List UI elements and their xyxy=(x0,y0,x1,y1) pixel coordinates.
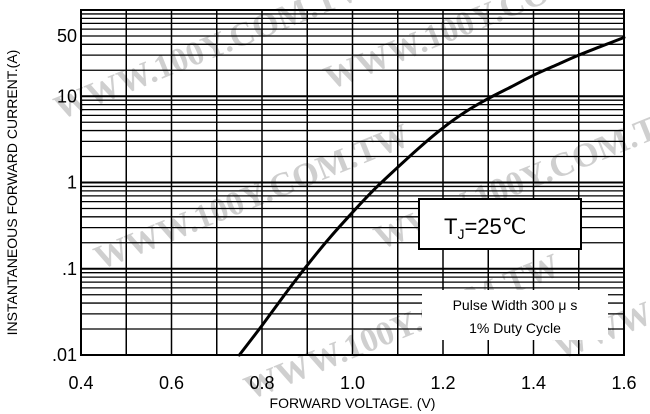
pulse-annotation: Pulse Width 300 μ s 1% Duty Cycle xyxy=(422,290,608,340)
y-axis-label: INSTANTANEOUS FORWARD CURRENT.(A) xyxy=(4,50,20,336)
pulse-box xyxy=(422,290,608,340)
x-tick-label: 1.0 xyxy=(340,373,365,393)
plot-frame xyxy=(80,9,625,356)
y-tick-label: 10 xyxy=(57,86,77,106)
x-tick-label: 0.4 xyxy=(68,373,93,393)
duty-cycle-label: 1% Duty Cycle xyxy=(469,320,561,336)
forward-current-curve xyxy=(237,36,626,357)
x-tick-labels: 0.4 0.6 0.8 1.0 1.2 1.4 1.6 xyxy=(68,373,636,393)
x-tick-label: 1.6 xyxy=(611,373,636,393)
y-tick-label: 1 xyxy=(67,173,77,193)
temperature-box xyxy=(418,198,582,250)
temperature-annotation: TJ=25℃ xyxy=(418,198,582,250)
x-tick-label: 0.6 xyxy=(159,373,184,393)
x-tick-label: 0.8 xyxy=(249,373,274,393)
y-tick-label: .01 xyxy=(52,345,77,365)
y-tick-label: .1 xyxy=(62,259,77,279)
temperature-label: TJ=25℃ xyxy=(444,214,526,242)
x-tick-label: 1.2 xyxy=(430,373,455,393)
x-axis-label: FORWARD VOLTAGE. (V) xyxy=(270,395,436,411)
y-tick-label: 50 xyxy=(57,26,77,46)
pulse-width-label: Pulse Width 300 μ s xyxy=(453,297,578,313)
y-tick-labels: .01 .1 1 10 50 xyxy=(52,26,77,365)
x-tick-label: 1.4 xyxy=(521,373,546,393)
